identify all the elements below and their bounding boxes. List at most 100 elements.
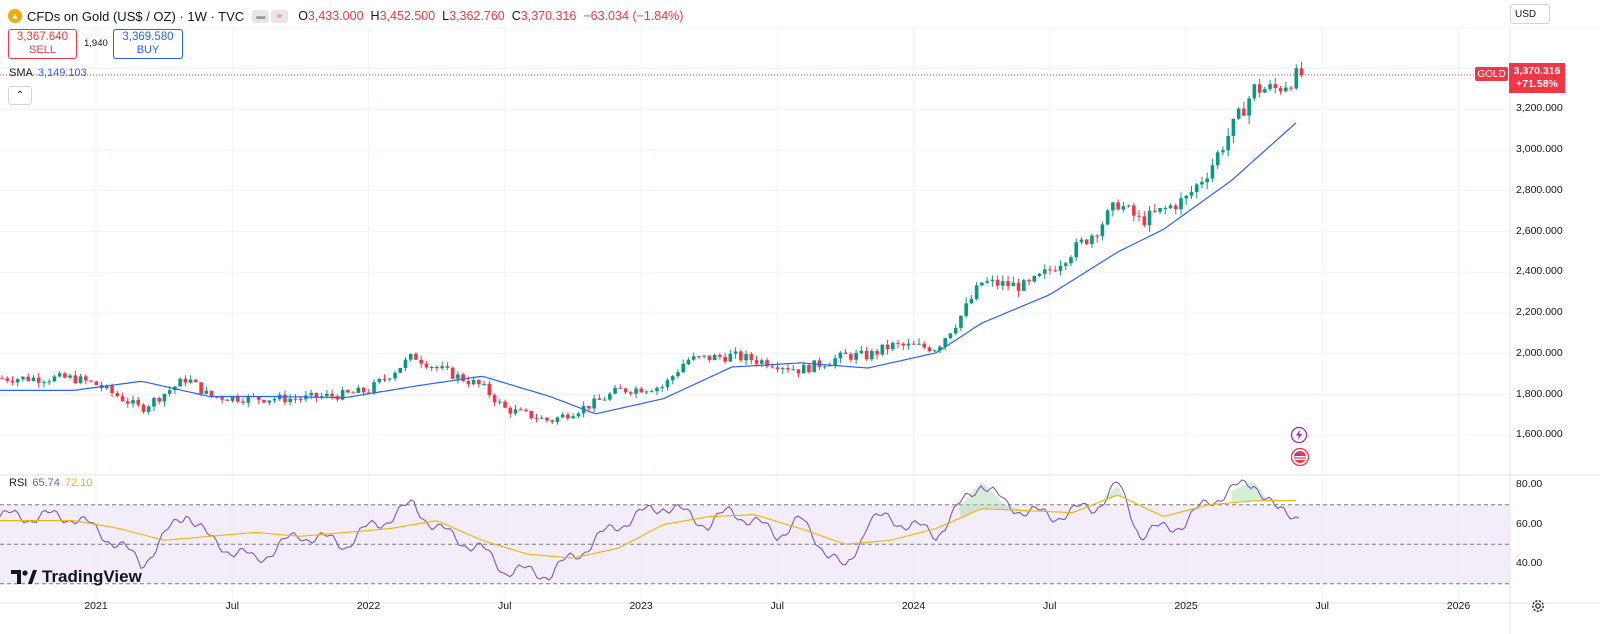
symbol-title[interactable]: CFDs on Gold (US$ / OZ) · 1W · TVC [27, 8, 245, 24]
candle-body [372, 382, 376, 393]
currency-label: USD [1515, 8, 1537, 20]
candle-body [47, 381, 51, 383]
candle-body [1069, 257, 1073, 264]
ohlc-key: L [442, 9, 450, 23]
candle-body [691, 356, 696, 360]
sell-button[interactable]: 3,367.640 SELL [8, 29, 77, 59]
candle-body [1105, 210, 1110, 225]
candle-body [157, 398, 161, 402]
candle-body [911, 343, 916, 345]
candle-body [733, 351, 738, 354]
ohlc-open: 3,433.000 [307, 9, 364, 23]
candle-body [73, 375, 78, 384]
candle-body [414, 353, 418, 360]
candle-body [440, 366, 444, 369]
candle-body [854, 353, 858, 360]
candle-body [1189, 191, 1194, 196]
candle-body [974, 285, 979, 299]
sell-label: SELL [29, 44, 56, 56]
symbol-header: ▲ CFDs on Gold (US$ / OZ) · 1W · TVC ▬ ≈… [8, 6, 683, 26]
candle-body [807, 365, 811, 373]
candle-body [775, 367, 780, 370]
candle-body [1048, 269, 1052, 271]
candle-body [524, 409, 528, 411]
price-axis-label: 2,400.000 [1516, 265, 1563, 278]
candle-body [1147, 210, 1152, 226]
candle-body [68, 375, 72, 378]
candle-body [555, 417, 560, 422]
settings-gear-icon[interactable] [1530, 598, 1546, 614]
candle-body [288, 398, 292, 403]
us-flag-event-icon[interactable] [1290, 447, 1310, 467]
candle-body [1252, 84, 1257, 99]
candle-body [749, 354, 754, 361]
candle-body [1226, 135, 1230, 151]
candle-body [110, 385, 114, 393]
currency-selector[interactable]: USD [1510, 4, 1550, 24]
candle-body [367, 392, 371, 394]
ohlc-close: 3,370.316 [520, 9, 577, 23]
candle-body [188, 379, 193, 383]
candle-body [901, 343, 906, 346]
candle-body [419, 359, 423, 364]
candle-body [576, 413, 581, 417]
buy-price: 3,369.580 [122, 31, 174, 43]
candle-body [796, 369, 801, 374]
candle-body [256, 396, 261, 400]
time-axis-label: 2026 [1446, 600, 1471, 612]
candle-body [1121, 206, 1126, 210]
candle-body [513, 409, 518, 414]
tradingview-logo[interactable]: TradingView [11, 567, 142, 587]
candle-body [822, 366, 827, 368]
sma-legend[interactable]: SMA 3,149.103 [9, 67, 87, 79]
candle-body [52, 376, 57, 382]
candle-body [891, 342, 895, 350]
candle-body [560, 414, 565, 418]
candle-body [995, 279, 1000, 286]
candle-body [1132, 205, 1136, 216]
candle-body [953, 327, 958, 334]
candle-body [875, 350, 879, 355]
candle-body [1194, 184, 1199, 192]
candle-body [146, 406, 151, 412]
candle-body [1153, 210, 1157, 212]
candle-body [84, 376, 88, 381]
candle-body [398, 367, 403, 373]
buy-button[interactable]: 3,369.580 BUY [113, 29, 183, 59]
collapse-legend-button[interactable]: ⌃ [8, 86, 32, 105]
last-price: 3,370.316 [1513, 65, 1561, 77]
sma-label: SMA [9, 67, 33, 79]
candle-body [770, 366, 775, 368]
candle-body [382, 378, 387, 380]
candle-body [387, 378, 392, 380]
candle-body [1236, 108, 1241, 119]
candle-body [566, 414, 570, 419]
candle-body [1184, 195, 1189, 199]
approx-icon[interactable]: ≈ [271, 9, 289, 23]
lightning-event-icon[interactable] [1290, 426, 1308, 444]
candle-body [351, 392, 355, 394]
time-axis-label: Jul [1315, 600, 1329, 612]
rsi-axis-label: 60.00 [1516, 517, 1543, 530]
candle-body [15, 379, 20, 383]
candle-body [718, 354, 722, 357]
gold-logo-icon: ▲ [8, 9, 22, 23]
candle-body [1242, 108, 1246, 116]
candle-body [917, 343, 921, 345]
candle-body [225, 399, 230, 401]
candle-body [125, 401, 130, 404]
candle-body [791, 369, 796, 371]
candle-body [267, 400, 272, 403]
candle-body [754, 360, 759, 364]
candle-body [283, 394, 287, 403]
candle-body [1063, 263, 1068, 266]
price-axis-label: 2,600.000 [1516, 224, 1563, 237]
rsi-legend[interactable]: RSI 65.74 72.10 [9, 477, 92, 489]
market-status-icon[interactable]: ▬ [252, 9, 270, 23]
candle-body [1163, 207, 1168, 209]
market-flags: ▬ ≈ [252, 9, 289, 23]
candle-body [760, 360, 764, 364]
candle-body [1100, 224, 1105, 236]
candle-body [602, 399, 607, 401]
